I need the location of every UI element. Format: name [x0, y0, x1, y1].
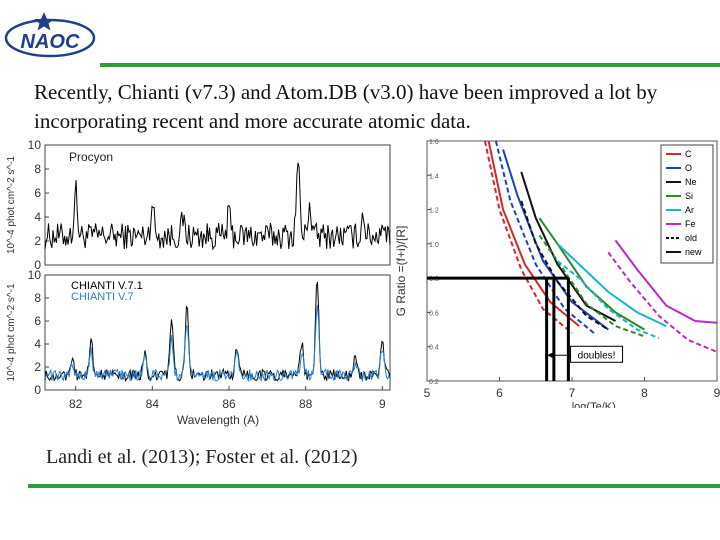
y-tick-label: 4 — [34, 337, 41, 351]
y-tick-label: 10 — [28, 268, 42, 282]
x-tick-label: 9 — [714, 386, 720, 400]
annotation-box — [570, 345, 624, 363]
y-tick-label: 0.4 — [429, 345, 439, 352]
plot-frame — [44, 144, 391, 266]
panel-title: Procyon — [69, 150, 113, 164]
spectrum-line — [44, 304, 391, 383]
x-tick-label: 84 — [146, 397, 160, 411]
ratio-series-line — [556, 260, 660, 340]
legend-label: Fe — [685, 219, 696, 229]
y-tick-label: 0 — [34, 383, 41, 397]
x-tick-label: 7 — [569, 386, 576, 400]
x-axis-label: Wavelength (A) — [177, 413, 259, 427]
slide-intro-text: Recently, Chianti (v7.3) and Atom.DB (v3… — [34, 80, 658, 133]
ratio-series-line — [607, 251, 718, 353]
legend-entry: CHIANTI V.7.1 — [71, 280, 143, 292]
y-tick-label: 2 — [34, 360, 41, 374]
legend-label: O — [685, 163, 692, 173]
ratio-series-line — [484, 140, 573, 334]
y-axis-label: 10^-4 phot cm^-2 s^-1 — [6, 156, 17, 254]
ratio-series-line — [614, 239, 718, 324]
ratio-series-line — [538, 217, 646, 331]
spectrum-panel-procyon: 0 2 4 6 8 10 10^-4 phot cm^-2 s^-1 Procyon — [6, 140, 391, 272]
x-axis-label: log(Te/K) — [572, 401, 616, 408]
y-axis-label: G Ratio =(f+i)/[R] — [394, 226, 408, 317]
y-tick-label: 1.6 — [429, 139, 439, 146]
y-tick-label: 6 — [34, 186, 41, 200]
y-tick-label: 0.2 — [429, 379, 439, 386]
bottom-accent-bar — [28, 484, 720, 488]
y-tick-label: 0 — [34, 258, 41, 272]
ratio-series-line — [487, 140, 580, 327]
y-tick-label: 0.6 — [429, 310, 439, 317]
plot-frame — [44, 274, 391, 391]
x-tick-label: 86 — [222, 397, 236, 411]
g-ratio-figure: 0.20.40.60.81.01.21.41.656789log(Te/K)G … — [394, 139, 720, 408]
spectrum-line — [44, 162, 391, 251]
citation-text: Landi et al. (2013); Foster et al. (2012… — [46, 446, 358, 468]
x-tick-label: 9 — [379, 397, 386, 411]
x-tick-label: 6 — [496, 386, 503, 400]
annotation-text: doubles! — [578, 350, 616, 361]
ratio-series-line — [520, 171, 616, 322]
ratio-series-line — [538, 234, 645, 338]
y-tick-label: 6 — [34, 314, 41, 328]
logo-star-icon — [34, 12, 54, 31]
y-tick-label: 10 — [28, 140, 42, 152]
y-tick-label: 1.0 — [429, 242, 439, 249]
x-tick-label: 88 — [299, 397, 313, 411]
legend-label: C — [685, 149, 692, 159]
x-tick-label: 5 — [424, 386, 431, 400]
top-accent-bar — [100, 63, 720, 67]
legend-label: Si — [685, 191, 693, 201]
legend-label: Ar — [685, 205, 694, 215]
naoc-logo: NAOC — [4, 12, 96, 58]
legend-label: old — [685, 233, 697, 243]
ratio-series-line — [494, 140, 595, 334]
legend-label: new — [685, 247, 702, 257]
arrowhead-icon — [546, 352, 554, 359]
legend-entry: CHIANTI V.7 — [71, 291, 134, 303]
spectra-figure: 0 2 4 6 8 10 10^-4 phot cm^-2 s^-1 Procyon 0 2 4 6… — [6, 140, 391, 427]
ratio-series-line — [502, 149, 609, 331]
legend-box — [660, 144, 714, 264]
y-tick-label: 2 — [34, 234, 41, 248]
ratio-series-line — [556, 243, 667, 328]
x-tick-label: 82 — [69, 397, 83, 411]
x-tick-label: 8 — [641, 386, 648, 400]
legend-label: Ne — [685, 177, 697, 187]
spectrum-panel-chianti: 0 2 4 6 8 10 10^-4 phot cm^-2 s^-1 CHIANTI V.7.… — [6, 268, 391, 427]
logo-text: NAOC — [21, 31, 80, 53]
ratio-series-line — [520, 200, 609, 331]
y-tick-label: 1.2 — [429, 208, 439, 215]
y-tick-label: 8 — [34, 291, 41, 305]
y-tick-label: 1.4 — [429, 173, 439, 180]
y-axis-label: 10^-4 phot cm^-2 s^-1 — [6, 283, 17, 381]
y-tick-label: 8 — [34, 162, 41, 176]
y-tick-label: 4 — [34, 210, 41, 224]
